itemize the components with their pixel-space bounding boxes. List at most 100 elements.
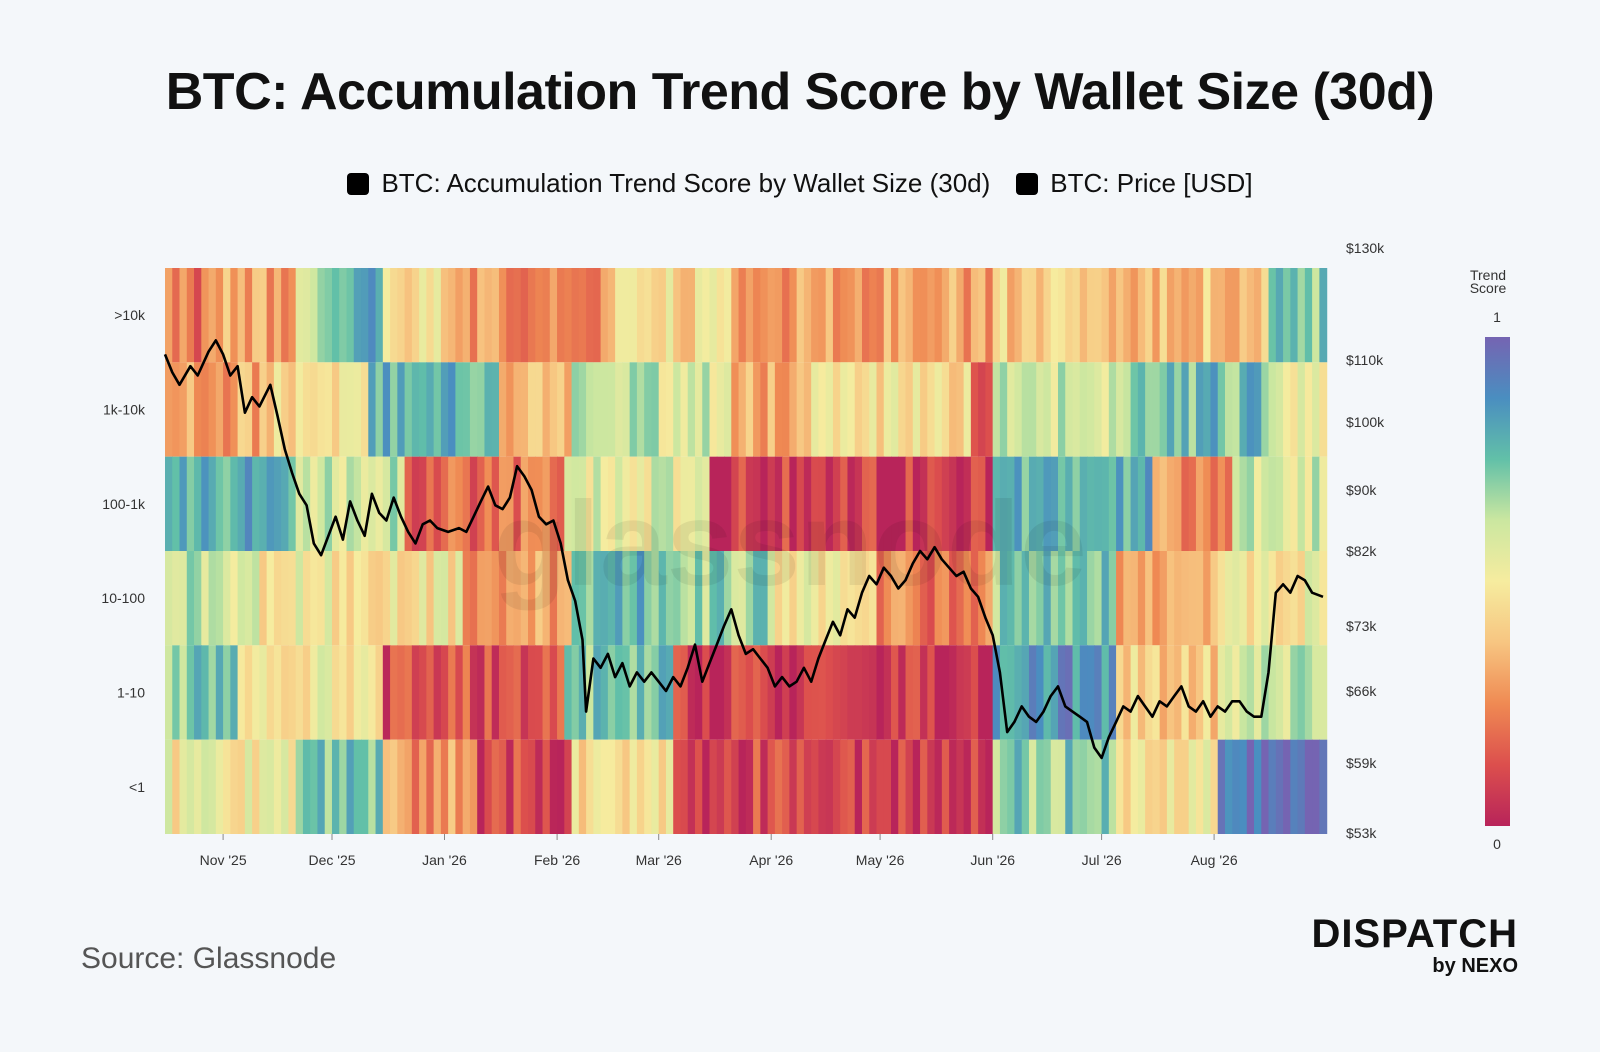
heatmap-cell — [999, 551, 1008, 646]
heatmap-cell — [818, 456, 827, 551]
heatmap-cell — [1283, 456, 1291, 551]
heatmap-cell — [615, 456, 623, 551]
heatmap-cell — [215, 645, 224, 740]
price-line — [163, 339, 1324, 760]
heatmap-cell — [498, 362, 507, 457]
heatmap-cell — [745, 362, 754, 457]
heatmap-cell — [593, 456, 602, 551]
heatmap-cell — [433, 645, 442, 740]
heatmap-cell — [237, 551, 246, 646]
heatmap-cell — [281, 362, 290, 457]
heatmap-cell — [891, 551, 899, 646]
heatmap-cell — [165, 362, 173, 457]
heatmap-cell — [186, 362, 195, 457]
heatmap-cell — [1217, 456, 1226, 551]
heatmap-cell — [999, 362, 1008, 457]
heatmap-cell — [854, 268, 863, 363]
legend-item-price[interactable]: BTC: Price [USD] — [1016, 168, 1253, 199]
heatmap-cell — [310, 456, 319, 551]
heatmap-cell — [1058, 739, 1066, 834]
heatmap-cell — [1130, 268, 1139, 363]
heatmap-cell — [1159, 362, 1168, 457]
heatmap-cell — [549, 551, 558, 646]
heatmap-cell — [1268, 551, 1277, 646]
heatmap-cell — [1058, 362, 1066, 457]
heatmap-cell — [498, 645, 507, 740]
heatmap-cell — [215, 362, 224, 457]
heatmap-cell — [252, 551, 260, 646]
heatmap-cell — [731, 268, 740, 363]
heatmap-cell — [1254, 551, 1262, 646]
heatmap-cell — [992, 645, 1001, 740]
heatmap-cell — [1246, 456, 1255, 551]
heatmap-cell — [1181, 645, 1190, 740]
heatmap-cell — [1108, 362, 1117, 457]
heatmap-cell — [1094, 739, 1103, 834]
heatmap-cell — [644, 739, 653, 834]
heatmap-cell — [774, 739, 783, 834]
heatmap-cell — [818, 645, 827, 740]
heatmap-cell — [1268, 739, 1277, 834]
heatmap-cell — [1137, 645, 1146, 740]
heatmap-cell — [724, 268, 732, 363]
heatmap-cell — [825, 645, 834, 740]
heatmap-cell — [644, 645, 653, 740]
heatmap-cell — [368, 456, 377, 551]
heatmap-cell — [230, 739, 239, 834]
heatmap-cell — [542, 362, 551, 457]
heatmap-cell — [709, 268, 718, 363]
heatmap-cell — [716, 551, 725, 646]
heatmap-cell — [941, 645, 950, 740]
heatmap-cell — [774, 268, 783, 363]
heatmap-cell — [331, 362, 340, 457]
heatmap-cell — [847, 362, 856, 457]
heatmap-cell — [1254, 456, 1262, 551]
heatmap-cell — [361, 456, 369, 551]
heatmap-cell — [694, 739, 703, 834]
legend-item-trend-score[interactable]: BTC: Accumulation Trend Score by Wallet … — [347, 168, 990, 199]
heatmap-cell — [687, 268, 696, 363]
heatmap-cell — [288, 645, 297, 740]
heatmap-cell — [1137, 268, 1146, 363]
price-tick-label: $59k — [1346, 755, 1377, 771]
heatmap-cell — [767, 456, 776, 551]
heatmap-cell — [528, 551, 536, 646]
heatmap-cell — [252, 456, 260, 551]
heatmap-cell — [295, 645, 304, 740]
heatmap-cell — [1116, 362, 1124, 457]
heatmap-cell — [368, 739, 377, 834]
colorbar-min-label: 0 — [1493, 836, 1501, 852]
heatmap-cell — [1319, 268, 1328, 363]
heatmap-cell — [629, 739, 638, 834]
heatmap-cell — [694, 456, 703, 551]
heatmap-cell — [694, 645, 703, 740]
heatmap-cell — [346, 551, 355, 646]
heatmap-cell — [956, 456, 965, 551]
heatmap-cell — [1014, 551, 1023, 646]
heatmap-cell — [404, 551, 413, 646]
heatmap-cell — [1275, 268, 1284, 363]
heatmap-cell — [557, 362, 565, 457]
heatmap-cell — [165, 268, 173, 363]
heatmap-cell — [1232, 739, 1241, 834]
heatmap-cell — [912, 551, 921, 646]
brand-logo: DISPATCH by NEXO — [1256, 914, 1518, 978]
heatmap-cell — [673, 551, 682, 646]
heatmap-cell — [724, 456, 732, 551]
heatmap-cell — [1246, 362, 1255, 457]
heatmap-cell — [455, 268, 464, 363]
heatmap-cell — [1050, 362, 1059, 457]
heatmap-cell — [1159, 456, 1168, 551]
heatmap-cell — [1145, 645, 1153, 740]
heatmap-cell — [1130, 645, 1139, 740]
heatmap-cell — [593, 362, 602, 457]
heatmap-cell — [491, 739, 500, 834]
heatmap-cell — [1021, 645, 1030, 740]
heatmap-cell — [223, 739, 231, 834]
colorbar-gradient — [1485, 337, 1510, 826]
heatmap-cell — [310, 645, 319, 740]
heatmap-cell — [1246, 551, 1255, 646]
heatmap-cell — [1224, 645, 1233, 740]
heatmap-cell — [375, 362, 384, 457]
heatmap-cell — [876, 551, 885, 646]
